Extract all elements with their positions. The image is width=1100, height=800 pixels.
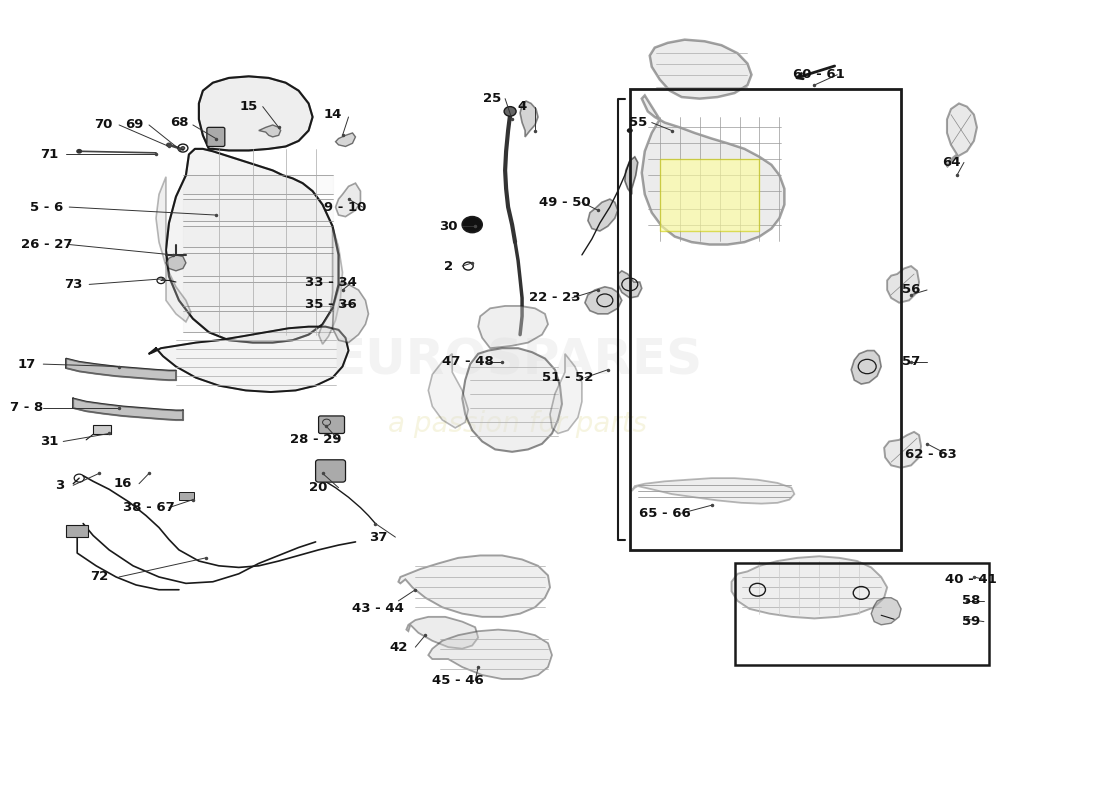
Polygon shape — [585, 286, 622, 314]
Text: 16: 16 — [114, 478, 132, 490]
Polygon shape — [336, 183, 361, 217]
Text: 60 - 61: 60 - 61 — [793, 68, 845, 82]
Text: 56: 56 — [902, 283, 921, 297]
Polygon shape — [156, 177, 191, 322]
Text: 49 - 50: 49 - 50 — [539, 196, 591, 209]
Polygon shape — [258, 125, 280, 137]
Polygon shape — [332, 282, 368, 342]
Polygon shape — [462, 348, 562, 452]
Text: 4: 4 — [517, 100, 527, 113]
Polygon shape — [650, 40, 751, 98]
Polygon shape — [148, 326, 349, 392]
Polygon shape — [732, 556, 887, 618]
Text: 9 - 10: 9 - 10 — [324, 201, 366, 214]
Text: 51 - 52: 51 - 52 — [542, 371, 594, 384]
Text: 14: 14 — [323, 108, 342, 121]
Text: 68: 68 — [169, 116, 188, 129]
Text: 71: 71 — [40, 148, 58, 161]
Text: 31: 31 — [40, 435, 58, 448]
Circle shape — [627, 128, 632, 133]
Polygon shape — [618, 271, 641, 298]
Bar — [630, 89, 901, 550]
Text: 45 - 46: 45 - 46 — [432, 674, 484, 687]
Text: 30: 30 — [439, 220, 458, 233]
Text: 20: 20 — [309, 481, 328, 494]
Circle shape — [462, 217, 482, 233]
Polygon shape — [884, 432, 921, 468]
Polygon shape — [478, 306, 548, 348]
Text: 5 - 6: 5 - 6 — [30, 201, 63, 214]
Polygon shape — [428, 630, 552, 679]
Polygon shape — [550, 354, 582, 434]
Polygon shape — [625, 157, 638, 194]
Text: 64: 64 — [942, 156, 960, 169]
Text: 2: 2 — [443, 259, 453, 273]
Text: 38 - 67: 38 - 67 — [123, 501, 175, 514]
Bar — [735, 562, 989, 665]
Polygon shape — [871, 598, 901, 625]
Text: 22 - 23: 22 - 23 — [529, 291, 581, 305]
Bar — [179, 492, 194, 500]
Text: 26 - 27: 26 - 27 — [21, 238, 72, 251]
Text: 42: 42 — [389, 641, 408, 654]
Polygon shape — [660, 159, 759, 231]
Text: 62 - 63: 62 - 63 — [905, 448, 957, 461]
Polygon shape — [336, 133, 355, 146]
FancyBboxPatch shape — [316, 460, 345, 482]
Text: 3: 3 — [55, 479, 64, 492]
Bar — [94, 425, 111, 434]
Text: 35 - 36: 35 - 36 — [305, 298, 356, 311]
Text: 7 - 8: 7 - 8 — [10, 402, 43, 414]
Bar — [66, 525, 88, 537]
FancyBboxPatch shape — [319, 416, 344, 434]
Circle shape — [504, 106, 516, 116]
Polygon shape — [319, 226, 342, 344]
Text: 55: 55 — [629, 116, 647, 129]
Text: 73: 73 — [64, 278, 82, 291]
Text: EUROSPARES: EUROSPARES — [331, 336, 703, 384]
Text: 70: 70 — [94, 118, 112, 131]
Text: 72: 72 — [90, 570, 108, 583]
Text: 28 - 29: 28 - 29 — [289, 434, 341, 446]
Text: 59: 59 — [961, 615, 980, 628]
FancyBboxPatch shape — [207, 127, 224, 146]
Polygon shape — [166, 255, 186, 271]
Text: 17: 17 — [18, 358, 35, 370]
Polygon shape — [406, 617, 478, 649]
Text: 40 - 41: 40 - 41 — [945, 573, 997, 586]
Text: 69: 69 — [125, 118, 143, 131]
Circle shape — [180, 146, 185, 150]
Text: a passion for parts: a passion for parts — [387, 410, 647, 438]
Text: 47 - 48: 47 - 48 — [442, 355, 494, 368]
Polygon shape — [520, 101, 538, 137]
Polygon shape — [641, 95, 784, 245]
Text: 57: 57 — [902, 355, 921, 368]
Circle shape — [76, 149, 82, 154]
Polygon shape — [199, 76, 312, 150]
Polygon shape — [631, 478, 794, 504]
Polygon shape — [947, 103, 977, 167]
Text: 25: 25 — [483, 92, 502, 105]
Polygon shape — [587, 199, 618, 231]
Polygon shape — [166, 149, 339, 342]
Polygon shape — [851, 350, 881, 384]
Polygon shape — [398, 555, 550, 617]
Text: 58: 58 — [961, 594, 980, 607]
Circle shape — [166, 142, 172, 147]
Polygon shape — [428, 354, 469, 428]
Text: 33 - 34: 33 - 34 — [305, 275, 356, 289]
Text: 65 - 66: 65 - 66 — [639, 506, 691, 520]
Text: 15: 15 — [240, 100, 257, 113]
Polygon shape — [887, 266, 920, 302]
Text: 37: 37 — [370, 530, 387, 544]
Text: 43 - 44: 43 - 44 — [352, 602, 405, 615]
